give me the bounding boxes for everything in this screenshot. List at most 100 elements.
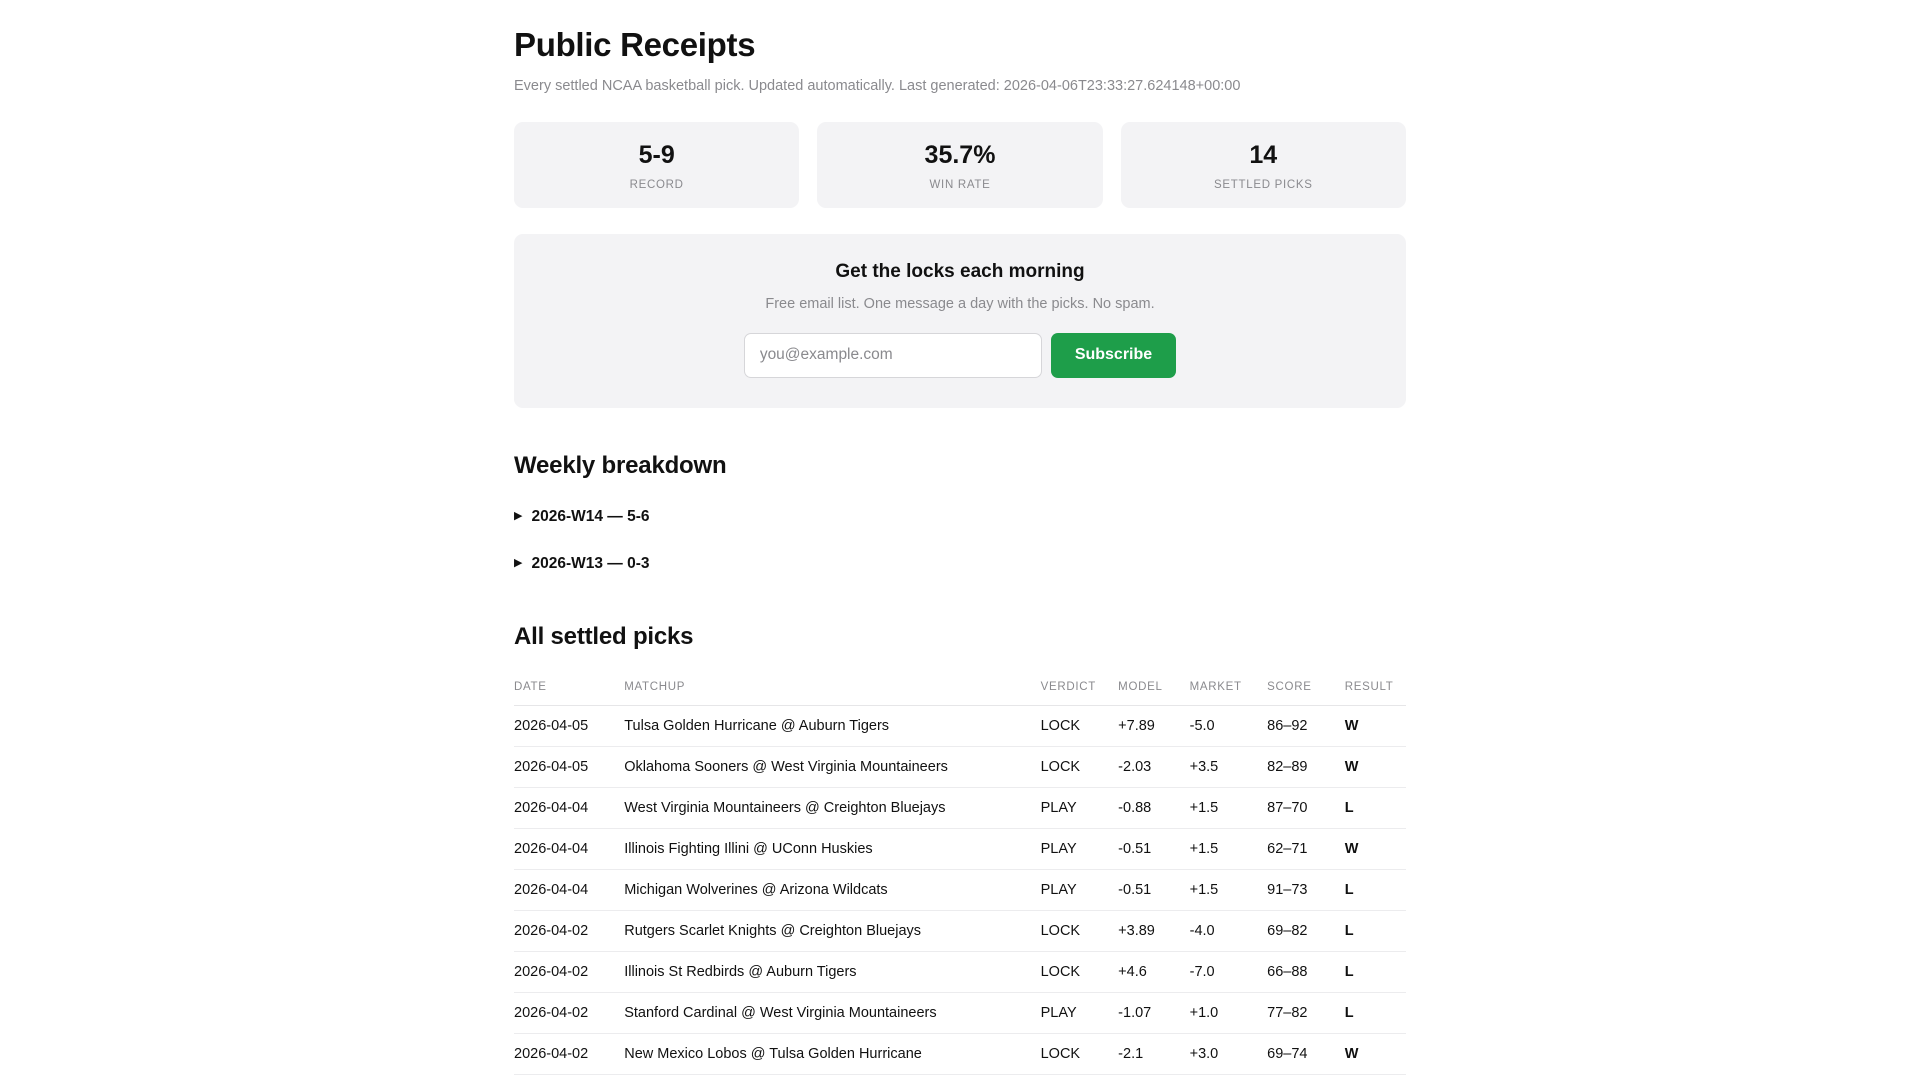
newsletter-title: Get the locks each morning <box>835 260 1085 282</box>
table-row[interactable]: 2026-04-05 Oklahoma Sooners @ West Virgin… <box>514 746 1406 788</box>
column-header-model[interactable]: MODEL <box>1118 680 1190 706</box>
week-item-label: 2026-W14 — 5-6 <box>531 507 650 525</box>
cell-date: 2026-04-04 <box>514 869 625 911</box>
table-row[interactable]: 2026-04-02 New Mexico Lobos @ Tulsa Golde… <box>514 1033 1406 1075</box>
cell-score: 69–74 <box>1267 1033 1345 1075</box>
cell-score: 66–88 <box>1267 951 1345 993</box>
cell-market: +1.5 <box>1189 828 1268 870</box>
cell-result: L <box>1344 910 1406 952</box>
cell-date: 2026-04-04 <box>514 787 625 829</box>
stat-label-win-rate: WIN RATE <box>929 178 991 191</box>
cell-date: 2026-04-02 <box>514 992 625 1034</box>
table-row[interactable]: 2026-04-04 Illinois Fighting Illini @ UCo… <box>514 828 1406 870</box>
newsletter-card: Get the locks each morning Free email li… <box>514 233 1406 408</box>
week-item-label: 2026-W13 — 0-3 <box>531 554 650 572</box>
cell-verdict: PLAY <box>1040 869 1119 911</box>
cell-market: +1.5 <box>1189 869 1268 911</box>
subscribe-button[interactable]: Subscribe <box>1050 332 1177 378</box>
chevron-right-icon: ▶ <box>514 510 523 523</box>
cell-matchup: Stanford Cardinal @ West Virginia Mounta… <box>624 992 1041 1034</box>
newsletter-form: Subscribe <box>534 332 1386 378</box>
cell-score: 87–70 <box>1267 787 1345 829</box>
week-item-2026-w14[interactable]: ▶ 2026-W14 — 5-6 <box>514 508 1406 526</box>
cell-matchup: West Virginia Mountaineers @ Creighton B… <box>624 787 1041 829</box>
cell-model: -2.03 <box>1118 746 1190 788</box>
cell-score: 82–89 <box>1267 746 1345 788</box>
column-header-verdict[interactable]: VERDICT <box>1040 680 1119 706</box>
cell-verdict: PLAY <box>1040 992 1119 1034</box>
cell-verdict: PLAY <box>1040 787 1119 829</box>
table-row[interactable]: 2026-04-02 Rutgers Scarlet Knights @ Crei… <box>514 910 1406 952</box>
cell-score: 62–71 <box>1267 828 1345 870</box>
cell-date: 2026-04-05 <box>514 746 625 788</box>
cell-matchup: Rutgers Scarlet Knights @ Creighton Blue… <box>624 910 1041 952</box>
table-row[interactable]: 2026-04-02 Illinois St Redbirds @ Auburn … <box>514 951 1406 993</box>
cell-matchup: Tulsa Golden Hurricane @ Auburn Tigers <box>624 705 1041 747</box>
cell-result: W <box>1344 828 1406 870</box>
cell-verdict: LOCK <box>1040 1033 1119 1075</box>
cell-market: +3.5 <box>1189 746 1268 788</box>
stats-row: 5-9 RECORD 35.7% WIN RATE 14 SETTLED PIC… <box>514 122 1406 208</box>
column-header-market[interactable]: MARKET <box>1189 680 1268 706</box>
content-container: Public Receipts Every settled NCAA baske… <box>514 0 1406 1075</box>
page-subtitle: Every settled NCAA basketball pick. Upda… <box>514 77 1241 94</box>
cell-verdict: LOCK <box>1040 705 1119 747</box>
cell-result: W <box>1344 705 1406 747</box>
all-settled-picks-heading: All settled picks <box>514 622 694 650</box>
cell-date: 2026-04-02 <box>514 910 625 952</box>
column-header-score[interactable]: SCORE <box>1267 680 1345 706</box>
cell-result: L <box>1344 787 1406 829</box>
cell-market: +1.0 <box>1189 992 1268 1034</box>
cell-score: 86–92 <box>1267 705 1345 747</box>
cell-market: -4.0 <box>1189 910 1268 952</box>
newsletter-subtitle: Free email list. One message a day with … <box>765 295 1155 312</box>
cell-model: +4.6 <box>1118 951 1190 993</box>
cell-model: +7.89 <box>1118 705 1190 747</box>
cell-matchup: Michigan Wolverines @ Arizona Wildcats <box>624 869 1041 911</box>
stat-label-settled-picks: SETTLED PICKS <box>1214 178 1313 191</box>
cell-date: 2026-04-02 <box>514 1033 625 1075</box>
table-row[interactable]: 2026-04-02 Stanford Cardinal @ West Virgi… <box>514 992 1406 1034</box>
stat-value-settled-picks: 14 <box>1249 141 1278 170</box>
page-title: Public Receipts <box>514 26 756 63</box>
week-item-2026-w13[interactable]: ▶ 2026-W13 — 0-3 <box>514 555 1406 573</box>
cell-result: W <box>1344 1033 1406 1075</box>
cell-date: 2026-04-02 <box>514 951 625 993</box>
stat-label-record: RECORD <box>629 178 684 191</box>
table-header: DATE MATCHUP VERDICT MODEL MARKET SCORE … <box>514 680 1406 706</box>
cell-matchup: Oklahoma Sooners @ West Virginia Mountai… <box>624 746 1041 788</box>
column-header-date[interactable]: DATE <box>514 680 625 706</box>
column-header-matchup[interactable]: MATCHUP <box>624 680 1041 706</box>
cell-result: L <box>1344 951 1406 993</box>
cell-model: -1.07 <box>1118 992 1190 1034</box>
cell-result: L <box>1344 869 1406 911</box>
stat-card-record: 5-9 RECORD <box>514 122 800 208</box>
cell-model: -0.51 <box>1118 828 1190 870</box>
cell-score: 69–82 <box>1267 910 1345 952</box>
chevron-right-icon: ▶ <box>514 557 523 570</box>
cell-result: L <box>1344 992 1406 1034</box>
table-row[interactable]: 2026-04-04 Michigan Wolverines @ Arizona … <box>514 869 1406 911</box>
cell-model: -0.51 <box>1118 869 1190 911</box>
cell-model: -2.1 <box>1118 1033 1190 1075</box>
cell-score: 91–73 <box>1267 869 1345 911</box>
email-input[interactable] <box>743 332 1042 378</box>
table-header-row: DATE MATCHUP VERDICT MODEL MARKET SCORE … <box>514 680 1406 706</box>
table-body: 2026-04-05 Tulsa Golden Hurricane @ Aubur… <box>514 705 1406 1075</box>
cell-matchup: New Mexico Lobos @ Tulsa Golden Hurrican… <box>624 1033 1041 1075</box>
cell-verdict: LOCK <box>1040 951 1119 993</box>
cell-date: 2026-04-05 <box>514 705 625 747</box>
cell-model: +3.89 <box>1118 910 1190 952</box>
cell-market: +3.0 <box>1189 1033 1268 1075</box>
column-header-result[interactable]: RESULT <box>1344 680 1406 706</box>
cell-verdict: LOCK <box>1040 746 1119 788</box>
cell-verdict: PLAY <box>1040 828 1119 870</box>
table-row[interactable]: 2026-04-04 West Virginia Mountaineers @ C… <box>514 787 1406 829</box>
table-row[interactable]: 2026-04-05 Tulsa Golden Hurricane @ Aubur… <box>514 705 1406 747</box>
stat-card-win-rate: 35.7% WIN RATE <box>817 122 1103 208</box>
settled-picks-table: DATE MATCHUP VERDICT MODEL MARKET SCORE … <box>514 680 1406 1075</box>
stat-value-win-rate: 35.7% <box>924 141 996 170</box>
weekly-breakdown-heading: Weekly breakdown <box>514 451 727 479</box>
cell-result: W <box>1344 746 1406 788</box>
